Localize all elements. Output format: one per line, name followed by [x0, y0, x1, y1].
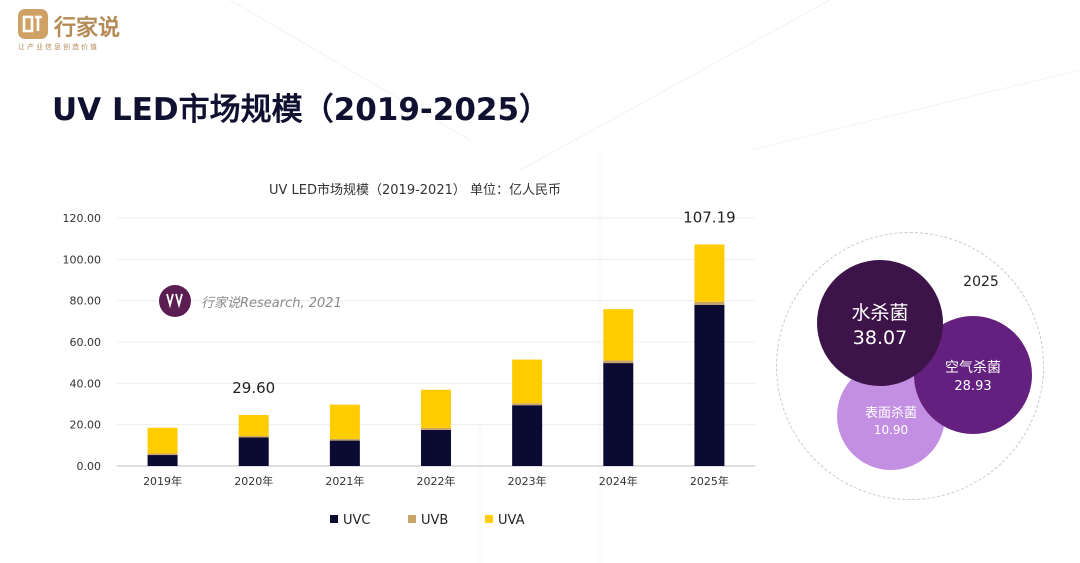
legend-item-uvb: UVB — [408, 513, 448, 528]
bar-segment-uvc — [238, 437, 269, 466]
data-annotation: 107.19 — [683, 208, 736, 226]
bar-segment-uva — [238, 414, 269, 437]
chart-legend: UVC UVB UVA — [330, 513, 550, 531]
bubble-water-sterilization: 水杀菌 38.07 — [817, 260, 943, 386]
x-tick-label: 2020年 — [234, 474, 273, 488]
chart-title: UV LED市场规模（2019-2021） 单位：亿人民币 — [269, 182, 561, 198]
watermark-text: 行家说Research, 2021 — [201, 296, 342, 311]
data-annotation: 29.60 — [232, 379, 275, 397]
bubble-chart-year: 2025 — [963, 274, 999, 290]
y-tick-label: 40.00 — [70, 377, 102, 390]
legend-item-uva: UVA — [485, 513, 524, 528]
bar-segment-uva — [421, 389, 451, 428]
bubble-label: 水杀菌 — [851, 301, 909, 324]
bar-segment-uva — [694, 244, 725, 302]
legend-swatch-uva — [485, 515, 493, 523]
bar-segment-uva — [147, 427, 178, 454]
y-tick-label: 80.00 — [70, 295, 102, 308]
legend-label-uvc: UVC — [343, 513, 371, 528]
bar-segment-uva — [603, 309, 634, 361]
bar-segment-uvb — [329, 438, 360, 441]
bar-segment-uvb — [512, 403, 543, 406]
bubble-label: 空气杀菌 — [945, 359, 1001, 376]
legend-label-uvb: UVB — [421, 513, 449, 528]
legend-label-uva: UVA — [498, 513, 525, 528]
legend-swatch-uvb — [408, 515, 416, 523]
x-tick-label: 2023年 — [508, 474, 547, 488]
bar-segment-uvb — [603, 360, 634, 364]
y-tick-label: 20.00 — [70, 419, 102, 432]
y-tick-label: 120.00 — [63, 212, 102, 225]
brand-slogan: 让产业信息创造价值 — [18, 43, 99, 51]
bubble-outline — [776, 232, 1044, 500]
x-tick-label: 2019年 — [143, 474, 182, 488]
x-tick-label: 2022年 — [417, 474, 456, 488]
bar-segment-uvc — [512, 405, 543, 466]
bubble-value: 38.07 — [852, 326, 908, 349]
legend-item-uvc: UVC — [330, 513, 371, 528]
x-tick-label: 2025年 — [690, 474, 729, 488]
y-tick-label: 100.00 — [63, 253, 102, 266]
page-title: UV LED市场规模（2019-2025） — [52, 92, 551, 128]
bar-segment-uva — [329, 404, 360, 439]
x-tick-label: 2024年 — [599, 474, 638, 488]
bar-segment-uvc — [694, 304, 725, 466]
bubble-label: 表面杀菌 — [864, 405, 917, 421]
bar-segment-uvb — [147, 453, 178, 456]
bar-segment-uvb — [238, 436, 269, 438]
bar-segment-uvb — [421, 427, 451, 430]
y-tick-label: 60.00 — [70, 336, 102, 349]
brand-name: 行家说 — [54, 16, 121, 41]
bar-segment-uvc — [421, 429, 451, 466]
x-tick-label: 2021年 — [325, 474, 364, 488]
bar-segment-uvc — [603, 363, 634, 466]
bar-segment-uva — [512, 359, 543, 404]
bar-segment-uvc — [147, 455, 178, 466]
y-tick-label: 0.00 — [77, 460, 102, 473]
legend-swatch-uvc — [330, 515, 338, 523]
bar-segment-uvc — [329, 440, 360, 466]
bubble-value: 28.93 — [954, 378, 992, 394]
bubble-value: 10.90 — [873, 422, 909, 437]
logo-icon — [18, 9, 48, 39]
watermark-logo-icon — [159, 285, 191, 317]
bubble-chart-2025: 2025 水杀菌 38.07 空气杀菌 28.93 表面杀菌 10.90 — [776, 232, 1046, 502]
bar-segment-uvb — [694, 301, 725, 305]
